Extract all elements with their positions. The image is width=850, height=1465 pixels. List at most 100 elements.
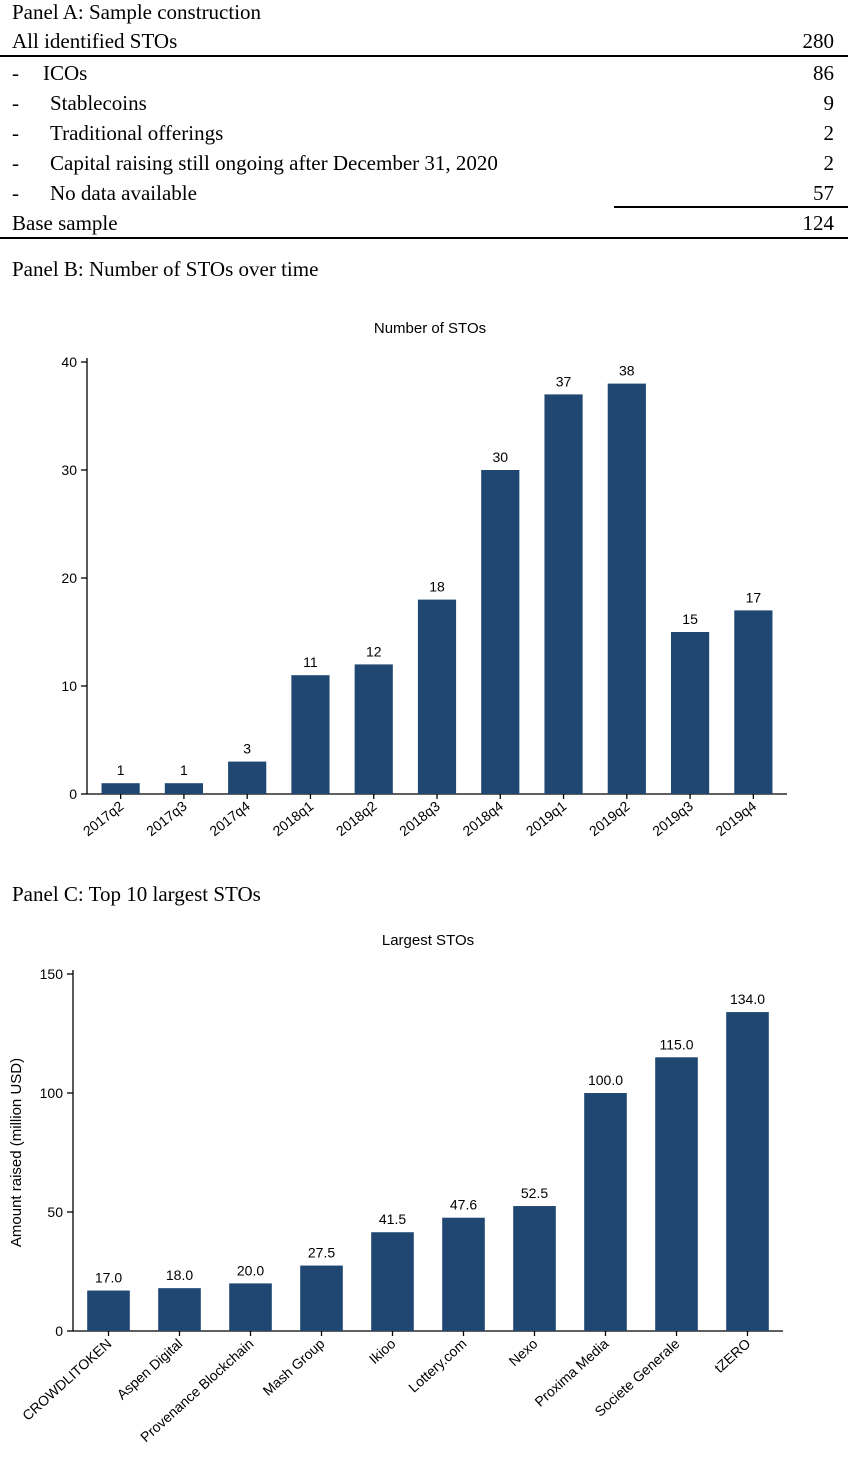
- x-tick-label: Nexo: [506, 1335, 541, 1369]
- y-tick-label: 30: [61, 462, 77, 478]
- row-dash: -: [12, 151, 19, 175]
- x-tick-label: Provenance Blockchain: [137, 1335, 256, 1445]
- x-tick-label: 2018q1: [270, 798, 317, 840]
- y-tick-label: 0: [55, 1323, 63, 1339]
- bar-value-label: 11: [303, 654, 318, 670]
- row-label: Capital raising still ongoing after Dece…: [50, 151, 498, 175]
- sto-count-chart: Number of STOs 0 10 20 30 40 1 2017q2 1 2017q3 3 20…: [61, 320, 787, 840]
- bar: [417, 599, 457, 794]
- x-tick-label: 2018q2: [333, 798, 380, 840]
- row-value: 2: [823, 121, 835, 145]
- y-tick-label: 40: [61, 354, 77, 370]
- bar: [584, 1093, 627, 1331]
- bar: [607, 383, 646, 794]
- bar-value-label: 18: [429, 579, 445, 595]
- bar: [655, 1057, 698, 1331]
- panel-c-title: Panel C: Top 10 largest STOs: [12, 882, 261, 906]
- bar-value-label: 115.0: [660, 1036, 694, 1052]
- bar-value-label: 15: [682, 611, 698, 627]
- bar: [726, 1012, 769, 1331]
- bar-value-label: 30: [492, 449, 508, 465]
- bar-value-label: 37: [556, 373, 572, 389]
- x-tick-label: 2018q3: [396, 798, 443, 840]
- table-row: - No data available 57: [0, 181, 850, 211]
- bar: [228, 761, 267, 794]
- bar: [371, 1232, 414, 1331]
- y-tick-label: 20: [61, 570, 77, 586]
- row-label: All identified STOs: [12, 29, 178, 53]
- row-value: 86: [813, 61, 834, 85]
- bar-value-label: 17.0: [95, 1270, 122, 1286]
- x-tick-label: Aspen Digital: [113, 1335, 185, 1402]
- table-row-base: Base sample 124: [0, 211, 850, 241]
- subtotal-rule: [614, 206, 848, 208]
- chart-title: Largest STOs: [382, 932, 474, 949]
- bar: [481, 470, 520, 794]
- row-label: Stablecoins: [50, 91, 147, 115]
- bar-value-label: 12: [366, 643, 382, 659]
- y-tick-label: 50: [47, 1204, 63, 1220]
- bar-value-label: 27.5: [308, 1245, 335, 1261]
- row-value: 280: [802, 29, 835, 53]
- chart-title: Number of STOs: [374, 320, 486, 337]
- bar-value-label: 1: [180, 762, 188, 778]
- bar: [544, 394, 583, 794]
- row-value: 9: [823, 91, 835, 115]
- y-axis-label: Amount raised (million USD): [8, 1058, 25, 1247]
- row-value: 124: [802, 211, 835, 235]
- bar-value-label: 1: [117, 762, 125, 778]
- table-rule-top: [0, 55, 848, 57]
- bar: [300, 1265, 343, 1331]
- panel-b-title: Panel B: Number of STOs over time: [12, 257, 319, 281]
- bar: [101, 783, 140, 794]
- panel-a-title: Panel A: Sample construction: [12, 0, 262, 24]
- row-dash: -: [12, 181, 19, 205]
- bar: [229, 1283, 272, 1331]
- bar: [513, 1206, 556, 1331]
- x-tick-label: 2019q2: [586, 798, 633, 840]
- x-tick-label: 2019q1: [523, 798, 570, 840]
- x-tick-label: CROWDLITOKEN: [19, 1335, 114, 1423]
- row-label: ICOs: [43, 61, 88, 85]
- bar-value-label: 3: [243, 741, 251, 757]
- bar-value-label: 134.0: [730, 991, 765, 1007]
- bar: [354, 664, 393, 794]
- row-label: No data available: [50, 181, 197, 205]
- x-tick-label: Lottery.com: [405, 1335, 469, 1395]
- row-value: 57: [813, 181, 834, 205]
- bar-value-label: 18.0: [166, 1267, 193, 1283]
- bar: [164, 783, 203, 794]
- x-tick-label: Ikioo: [366, 1335, 399, 1367]
- bar: [734, 610, 773, 794]
- row-dash: -: [12, 91, 19, 115]
- x-tick-label: 2017q3: [143, 798, 190, 840]
- x-tick-label: 2018q4: [459, 798, 506, 840]
- row-label: Base sample: [12, 211, 118, 235]
- bar-value-label: 17: [746, 589, 762, 605]
- x-tick-label: 2017q2: [80, 798, 127, 840]
- y-tick-label: 100: [40, 1085, 64, 1101]
- bar-value-label: 41.5: [379, 1211, 406, 1227]
- row-dash: -: [12, 121, 19, 145]
- bar-value-label: 20.0: [237, 1262, 264, 1278]
- y-tick-label: 0: [69, 786, 77, 802]
- bar: [442, 1217, 485, 1331]
- x-tick-label: 2017q4: [206, 798, 253, 840]
- table-row: - Capital raising still ongoing after De…: [0, 151, 850, 181]
- bar: [87, 1290, 130, 1331]
- largest-stos-chart: Largest STOs Amount raised (million USD) 0…: [8, 932, 783, 1445]
- table-row: - Traditional offerings 2: [0, 121, 850, 151]
- table-row: - Stablecoins 9: [0, 91, 850, 121]
- row-label: Traditional offerings: [50, 121, 224, 145]
- y-tick-label: 10: [61, 678, 77, 694]
- x-tick-label: Mash Group: [260, 1335, 328, 1399]
- table-row: - ICOs 86: [0, 61, 850, 91]
- bar-value-label: 100.0: [588, 1072, 623, 1088]
- bar: [671, 632, 710, 794]
- bar-value-label: 52.5: [521, 1185, 548, 1201]
- bar: [158, 1288, 201, 1331]
- x-tick-label: tZERO: [711, 1335, 754, 1376]
- row-dash: -: [12, 61, 19, 85]
- table-rule-bottom: [0, 237, 848, 239]
- x-tick-label: Proxima Media: [531, 1335, 611, 1410]
